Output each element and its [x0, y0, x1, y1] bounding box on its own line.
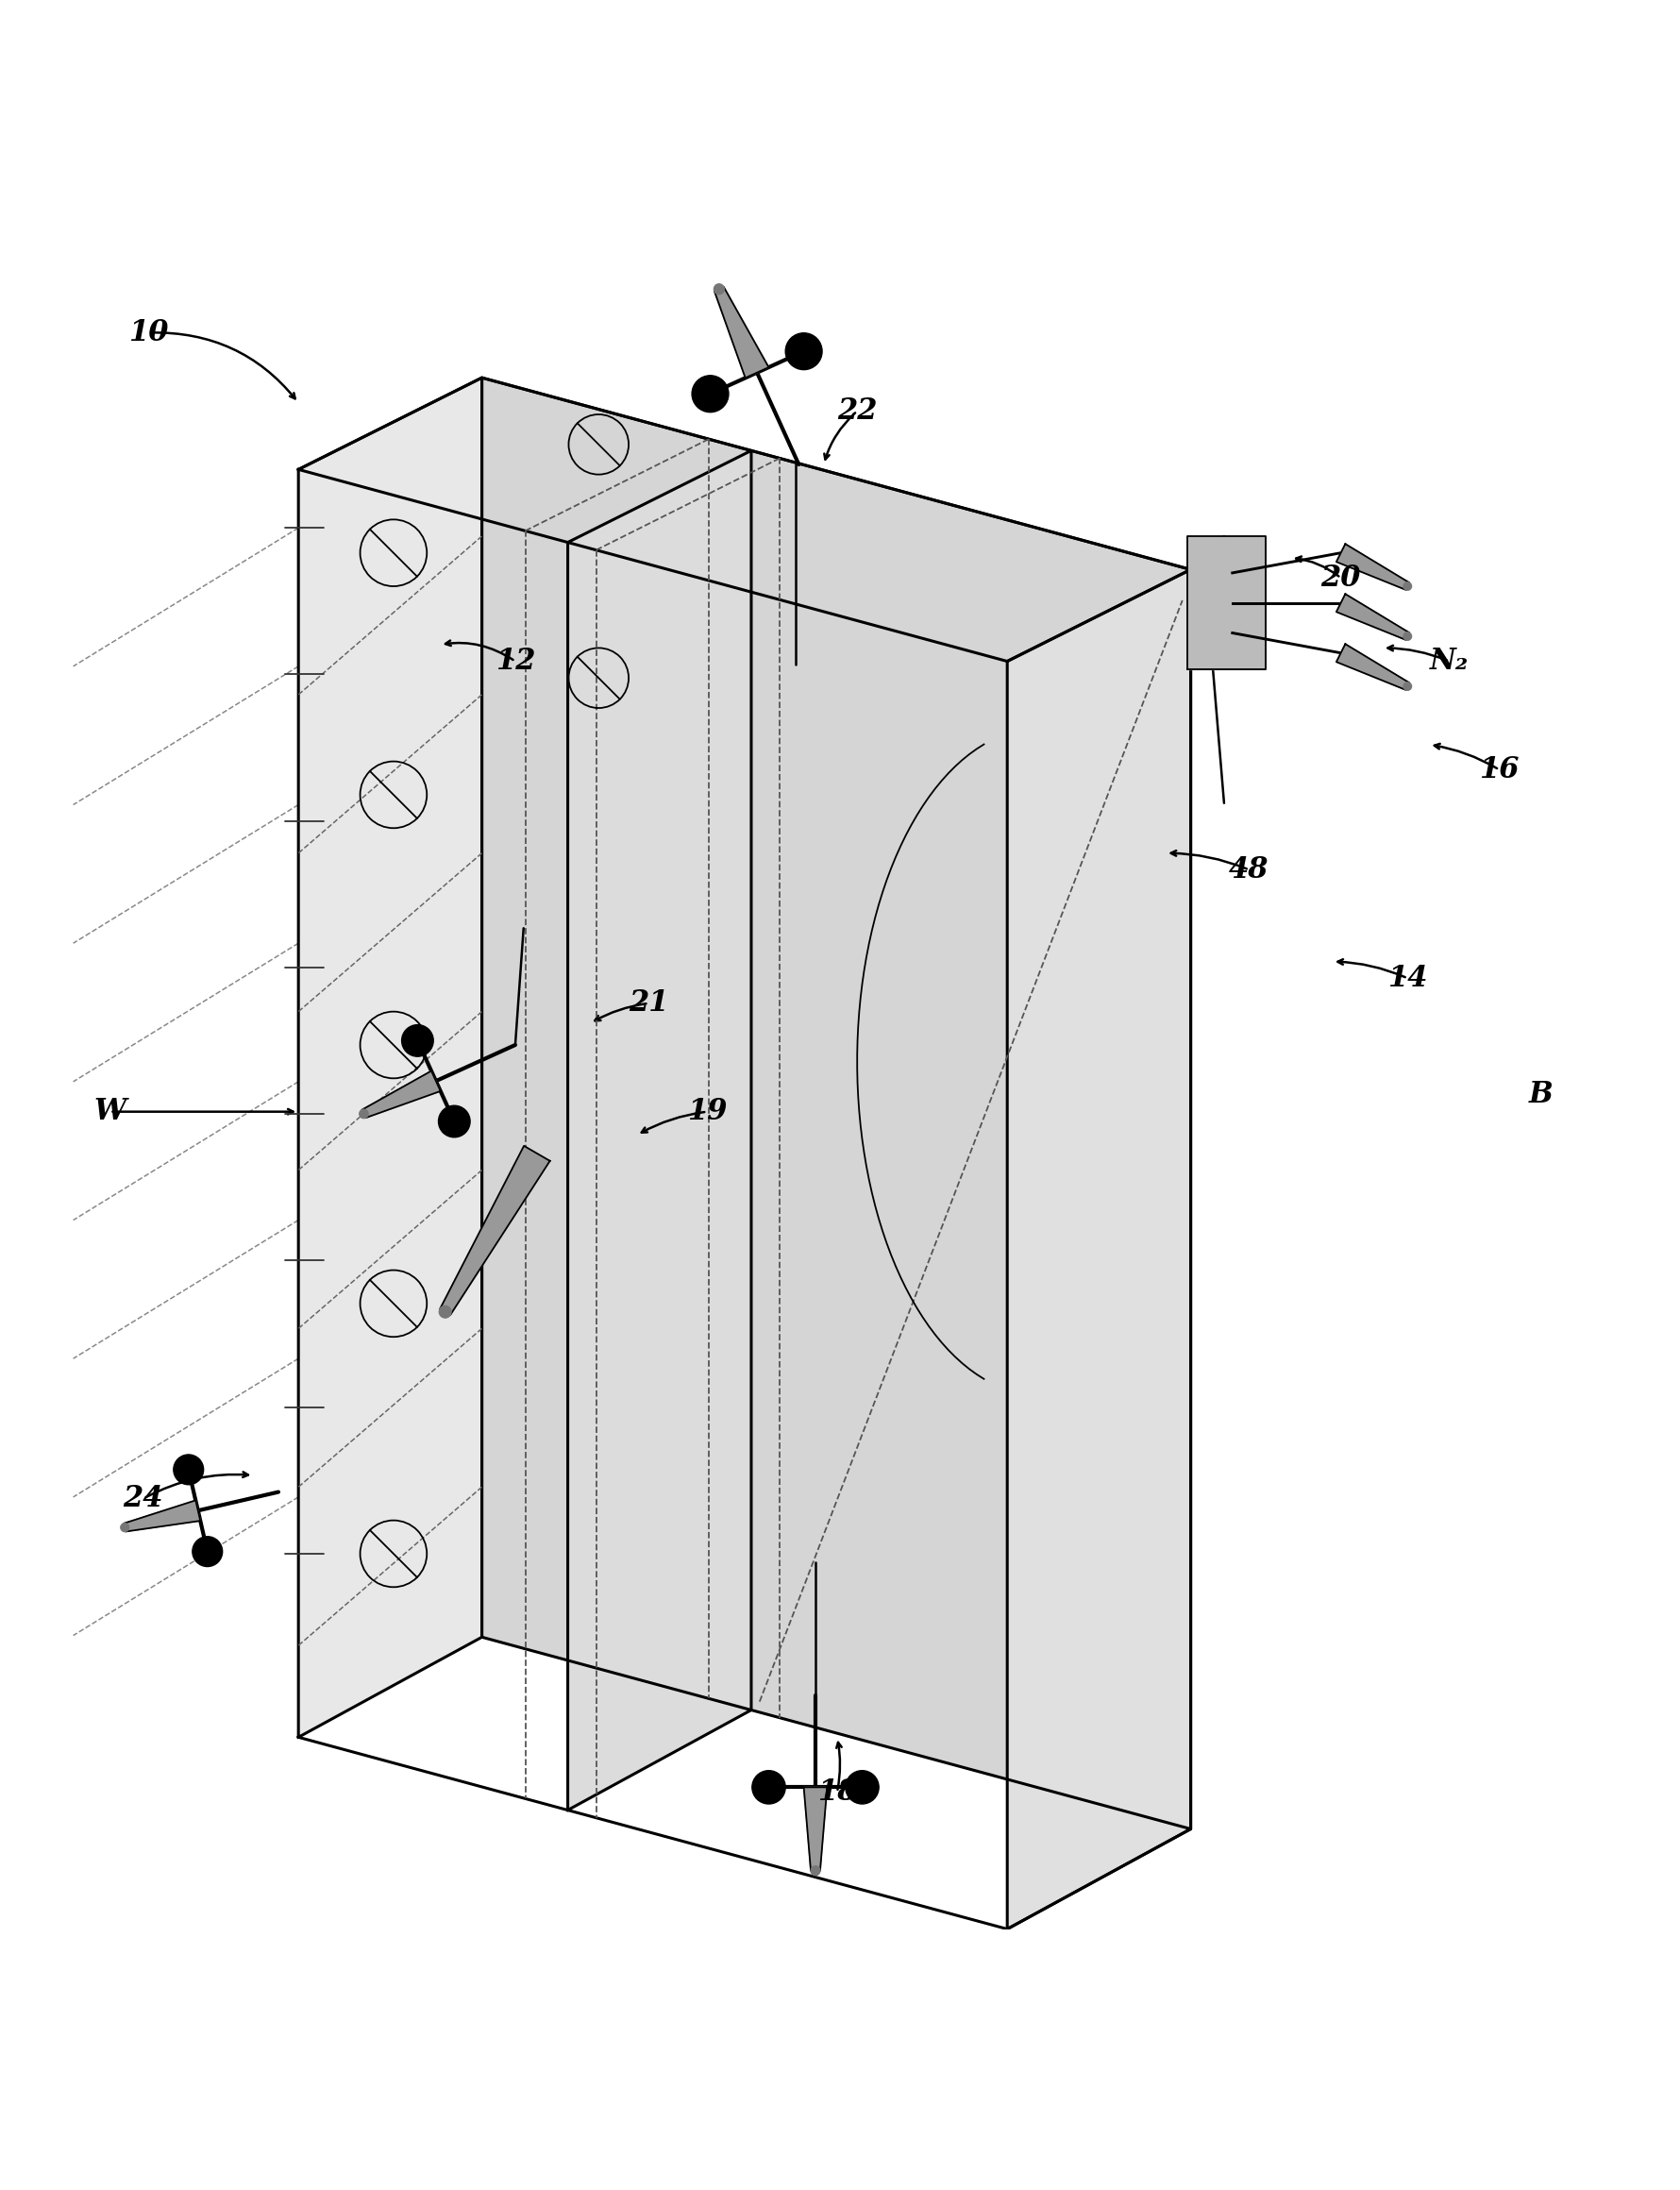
Circle shape — [192, 1537, 222, 1566]
Text: N₂: N₂ — [1430, 646, 1468, 677]
Polygon shape — [714, 287, 768, 379]
Text: 18: 18 — [816, 1778, 857, 1807]
Text: 10: 10 — [128, 318, 168, 348]
Text: 16: 16 — [1478, 756, 1519, 784]
Polygon shape — [1186, 537, 1265, 670]
Text: 14: 14 — [1386, 964, 1426, 992]
Circle shape — [1403, 583, 1411, 591]
Circle shape — [714, 285, 724, 293]
Polygon shape — [299, 377, 482, 1737]
Polygon shape — [1336, 543, 1408, 589]
Circle shape — [810, 1866, 820, 1875]
Circle shape — [845, 1770, 879, 1805]
Circle shape — [1403, 633, 1411, 639]
Circle shape — [173, 1454, 203, 1485]
Text: 19: 19 — [687, 1097, 727, 1126]
Polygon shape — [803, 1787, 827, 1870]
Text: 12: 12 — [496, 646, 534, 677]
Text: B: B — [1527, 1080, 1552, 1110]
Polygon shape — [1336, 644, 1408, 690]
Text: W: W — [94, 1097, 126, 1126]
Text: 20: 20 — [1320, 563, 1361, 593]
Circle shape — [785, 333, 822, 370]
Polygon shape — [568, 451, 751, 1811]
Text: 48: 48 — [1228, 854, 1268, 885]
Text: 21: 21 — [628, 988, 669, 1018]
Polygon shape — [299, 377, 1189, 661]
Polygon shape — [124, 1500, 200, 1531]
Polygon shape — [440, 1145, 549, 1314]
Circle shape — [438, 1106, 470, 1137]
Circle shape — [360, 1110, 368, 1119]
Polygon shape — [1006, 569, 1189, 1929]
Circle shape — [121, 1524, 129, 1531]
Circle shape — [692, 374, 727, 412]
Polygon shape — [1336, 593, 1408, 639]
Text: 24: 24 — [123, 1485, 163, 1513]
Polygon shape — [361, 1071, 440, 1117]
Circle shape — [402, 1025, 433, 1056]
Circle shape — [438, 1305, 450, 1318]
Polygon shape — [482, 377, 1189, 1829]
Circle shape — [1403, 683, 1411, 690]
Circle shape — [751, 1770, 785, 1805]
Text: 22: 22 — [837, 396, 877, 425]
